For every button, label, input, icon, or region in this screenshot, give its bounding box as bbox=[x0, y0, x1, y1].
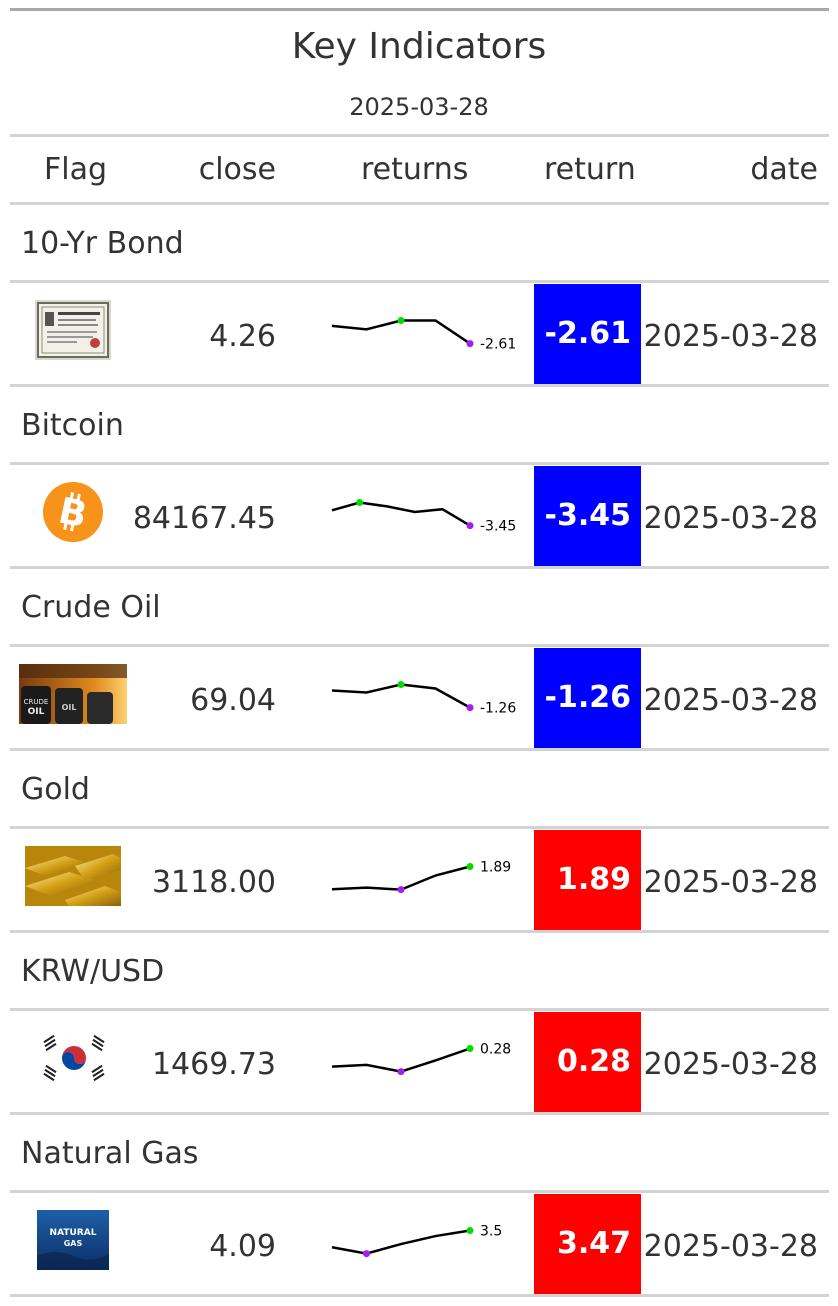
close-value: 69.04 bbox=[190, 683, 276, 718]
return-badge: -1.26 bbox=[534, 648, 641, 748]
return-badge: -2.61 bbox=[534, 284, 641, 384]
sparkline: -3.45 bbox=[331, 499, 516, 535]
bond-certificate-icon bbox=[35, 300, 111, 364]
return-badge: 1.89 bbox=[534, 830, 641, 930]
group-rule bbox=[10, 1008, 829, 1011]
sparkline-max-point bbox=[466, 1227, 474, 1234]
group-rule bbox=[10, 280, 829, 283]
return-badge: -3.45 bbox=[534, 466, 641, 566]
sparkline-end-label: -3.45 bbox=[480, 519, 516, 535]
group-label: Crude Oil bbox=[21, 590, 161, 625]
date-value: 2025-03-28 bbox=[643, 683, 818, 718]
sparkline-min-point bbox=[397, 1068, 405, 1076]
date-value: 2025-03-28 bbox=[643, 1229, 818, 1264]
sparkline-max-point bbox=[397, 681, 405, 688]
crude-oil-barrels-icon: CRUDE OIL OIL bbox=[19, 664, 127, 728]
sparkline-path bbox=[331, 1229, 471, 1255]
sparkline: 3.5 bbox=[331, 1224, 502, 1258]
bitcoin-icon: B bbox=[42, 481, 104, 547]
sparkline-min-point bbox=[466, 522, 474, 530]
svg-text:OIL: OIL bbox=[28, 707, 45, 717]
table-bottom-rule bbox=[10, 1294, 829, 1297]
top-rule bbox=[10, 8, 829, 11]
close-value: 4.26 bbox=[209, 319, 276, 354]
date-value: 2025-03-28 bbox=[643, 1047, 818, 1082]
sparkline-max-point bbox=[466, 1045, 474, 1052]
header-top-rule bbox=[10, 134, 829, 137]
group-label: Natural Gas bbox=[21, 1136, 199, 1171]
sparkline-end-label: -2.61 bbox=[480, 337, 516, 353]
svg-text:GAS: GAS bbox=[64, 1239, 83, 1248]
sparkline-min-point bbox=[466, 340, 474, 348]
close-value: 1469.73 bbox=[151, 1047, 276, 1082]
table-title: Key Indicators bbox=[291, 26, 547, 67]
row-rule bbox=[10, 1112, 829, 1115]
sparkline-end-label: 3.5 bbox=[480, 1224, 502, 1240]
row-rule bbox=[10, 384, 829, 387]
row-rule bbox=[10, 930, 829, 933]
column-header-close: close bbox=[198, 152, 276, 187]
group-label: KRW/USD bbox=[21, 954, 165, 989]
column-header-date: date bbox=[750, 152, 818, 187]
return-badge: 0.28 bbox=[534, 1012, 641, 1112]
sparkline-path bbox=[331, 501, 471, 527]
group-rule bbox=[10, 644, 829, 647]
group-label: 10-Yr Bond bbox=[21, 226, 184, 261]
close-value: 3118.00 bbox=[151, 865, 276, 900]
table-subtitle: 2025-03-28 bbox=[349, 93, 489, 121]
sparkline-end-label: -1.26 bbox=[480, 701, 516, 717]
date-value: 2025-03-28 bbox=[643, 501, 818, 536]
row-rule bbox=[10, 566, 829, 569]
sparkline: 1.89 bbox=[331, 860, 511, 894]
sparkline-min-point bbox=[363, 1250, 370, 1258]
close-value: 4.09 bbox=[209, 1229, 276, 1264]
sparkline-min-point bbox=[397, 886, 405, 894]
sparkline: -2.61 bbox=[331, 317, 516, 353]
column-header-return: return bbox=[544, 152, 636, 187]
close-value: 84167.45 bbox=[132, 501, 276, 536]
date-value: 2025-03-28 bbox=[643, 319, 818, 354]
sparkline-max-point bbox=[356, 499, 364, 506]
date-value: 2025-03-28 bbox=[643, 865, 818, 900]
group-rule bbox=[10, 1190, 829, 1193]
sparkline: -1.26 bbox=[331, 681, 516, 717]
sparkline-min-point bbox=[466, 704, 474, 712]
column-header-flag: Flag bbox=[44, 152, 108, 187]
group-label: Bitcoin bbox=[21, 408, 124, 443]
natural-gas-icon: NATURAL GAS bbox=[37, 1210, 109, 1274]
sparkline-end-label: 0.28 bbox=[480, 1042, 511, 1058]
south-korea-flag-icon bbox=[38, 1030, 110, 1090]
row-rule bbox=[10, 748, 829, 751]
svg-text:OIL: OIL bbox=[62, 703, 77, 712]
sparkline: 0.28 bbox=[331, 1042, 511, 1076]
return-badge: 3.47 bbox=[534, 1194, 641, 1294]
sparkline-max-point bbox=[397, 317, 405, 324]
svg-text:NATURAL: NATURAL bbox=[50, 1228, 97, 1238]
sparkline-max-point bbox=[466, 863, 474, 870]
group-rule bbox=[10, 462, 829, 465]
sparkline-end-label: 1.89 bbox=[480, 860, 511, 876]
gold-bars-icon bbox=[25, 846, 121, 910]
group-label: Gold bbox=[21, 772, 90, 807]
column-header-returns: returns bbox=[361, 152, 469, 187]
svg-text:CRUDE: CRUDE bbox=[24, 698, 49, 706]
header-bottom-rule bbox=[10, 202, 829, 205]
group-rule bbox=[10, 826, 829, 829]
